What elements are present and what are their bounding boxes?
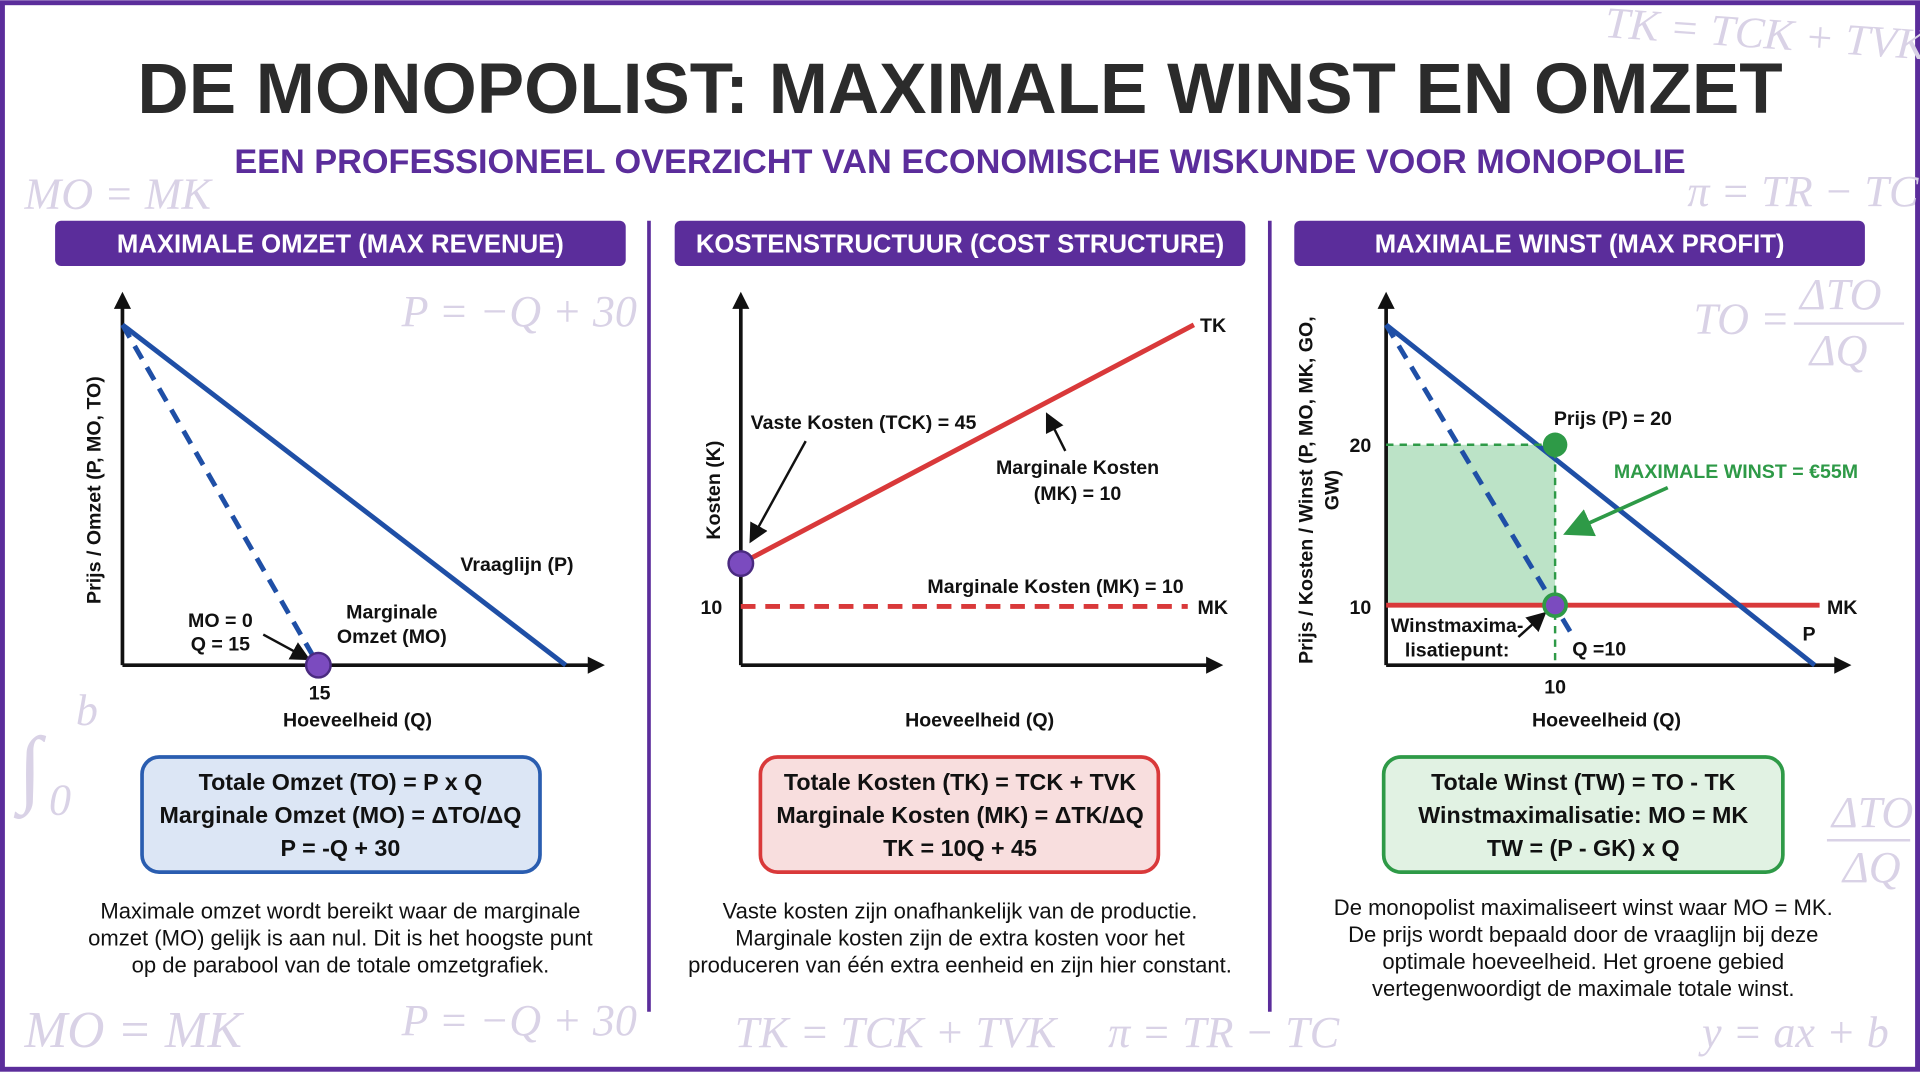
label: Vaste Kosten (TCK) = 45 [751, 412, 977, 434]
formula: TK = 10Q + 45 [883, 835, 1037, 861]
formula: P = -Q + 30 [281, 835, 401, 861]
bg-formula: P = −Q + 30 [401, 996, 637, 1045]
description: op de parabool van de totale omzetgrafie… [132, 953, 550, 978]
label: MK [1198, 597, 1228, 619]
description: vertegenwoordigt de maximale totale wins… [1372, 976, 1794, 1001]
formula: TW = (P - GK) x Q [1487, 835, 1680, 861]
title: DE MONOPOLIST: MAXIMALE WINST EN OMZET [137, 50, 1782, 129]
bg-formula: ∫ [13, 720, 46, 819]
bg-formula: MO = MK [23, 1002, 244, 1059]
description: produceren van één extra eenheid en zijn… [688, 953, 1232, 978]
subtitle: EEN PROFESSIONEEL OVERZICHT VAN ECONOMIS… [234, 143, 1685, 181]
label: MAXIMALE WINST = €55M [1614, 461, 1858, 483]
label: Vraaglijn (P) [460, 554, 573, 576]
formula-box [140, 755, 542, 874]
formula: Totale Kosten (TK) = TCK + TVK [784, 769, 1136, 795]
bg-formula: ΔQ [1841, 843, 1901, 892]
formula: Totale Winst (TW) = TO - TK [1431, 769, 1736, 795]
bg-formula: ΔQ [1808, 326, 1868, 375]
label: Marginale [346, 602, 438, 624]
axis-label: GW) [1321, 470, 1343, 510]
formula: Winstmaximalisatie: MO = MK [1418, 802, 1748, 828]
bg-formula: P = −Q + 30 [401, 287, 637, 336]
axis-label: Hoeveelheid (Q) [283, 709, 432, 731]
bg-formula: TO = [1693, 294, 1789, 343]
label: 10 [1544, 676, 1566, 698]
profit-diagram: Prijs / Kosten / Winst (P, MO, MK, GO, G… [1296, 291, 1858, 731]
formula-box [1381, 755, 1785, 874]
panel-header [674, 220, 1246, 266]
label: TK [1200, 315, 1226, 337]
bg-formula: b [76, 686, 98, 735]
formula-box [758, 755, 1161, 874]
bg-formula: ΔTO [1798, 270, 1881, 319]
panel-title: MAXIMALE WINST (MAX PROFIT) [1375, 231, 1785, 259]
description: De monopolist maximaliseert winst waar M… [1334, 895, 1833, 920]
label: Q = 15 [191, 633, 250, 655]
revenue-diagram: Prijs / Omzet (P, MO, TO) Hoeveelheid (Q… [83, 291, 605, 731]
description: Marginale kosten zijn de extra kosten vo… [735, 926, 1184, 951]
label: 15 [309, 682, 331, 704]
description: De prijs wordt bepaald door de vraaglijn… [1348, 922, 1818, 947]
bg-formula: MO = MK [23, 169, 213, 218]
bg-formula: ΔTO [1830, 788, 1913, 837]
bg-formula: y = ax + b [1698, 1008, 1889, 1057]
label: 10 [1350, 597, 1372, 619]
label: Q =10 [1572, 638, 1626, 660]
description: Vaste kosten zijn onafhankelijk van de p… [723, 899, 1198, 924]
label: MO = 0 [188, 610, 253, 632]
panel-header [55, 220, 626, 266]
formula: Marginale Kosten (MK) = ΔTK/ΔQ [776, 802, 1143, 828]
label: 10 [701, 597, 723, 619]
bg-formula: π = TR − TC [1108, 1008, 1340, 1057]
axis-label: Prijs / Omzet (P, MO, TO) [83, 376, 105, 604]
label: MK [1827, 597, 1857, 619]
formula: Totale Omzet (TO) = P x Q [199, 769, 483, 795]
axis-label: Prijs / Kosten / Winst (P, MO, MK, GO, [1296, 316, 1318, 664]
label: (MK) = 10 [1034, 483, 1122, 505]
description: Maximale omzet wordt bereikt waar de mar… [100, 899, 580, 924]
label: Omzet (MO) [337, 626, 447, 648]
axis-label: Hoeveelheid (Q) [1532, 709, 1681, 731]
axis-label: Hoeveelheid (Q) [905, 709, 1054, 731]
description: omzet (MO) gelijk is aan nul. Dit is het… [88, 926, 593, 951]
label: P [1802, 624, 1815, 646]
label: 20 [1350, 435, 1372, 457]
bg-formula: 0 [49, 776, 71, 825]
panel-title: KOSTENSTRUCTUUR (COST STRUCTURE) [696, 231, 1224, 259]
background-formulas: TK = TCK + TVK MO = MK π = TR − TC P = −… [13, 0, 1920, 1059]
cost-diagram: Kosten (K) Hoeveelheid (Q) TK Vaste Kost… [701, 291, 1228, 731]
label: Marginale Kosten [996, 457, 1159, 479]
description: optimale hoeveelheid. Het groene gebied [1382, 949, 1784, 974]
label: lisatiepunt: [1405, 640, 1509, 662]
formula: Marginale Omzet (MO) = ΔTO/ΔQ [160, 802, 522, 828]
axis-label: Kosten (K) [703, 441, 725, 540]
bg-formula: TK = TCK + TVK [735, 1008, 1059, 1057]
label: Marginale Kosten (MK) = 10 [927, 576, 1183, 598]
bg-formula: π = TR − TC [1687, 167, 1919, 216]
label: Prijs (P) = 20 [1554, 408, 1672, 430]
label: Winstmaxima- [1391, 615, 1524, 637]
panel-header [1294, 220, 1865, 266]
panel-title: MAXIMALE OMZET (MAX REVENUE) [117, 231, 564, 259]
